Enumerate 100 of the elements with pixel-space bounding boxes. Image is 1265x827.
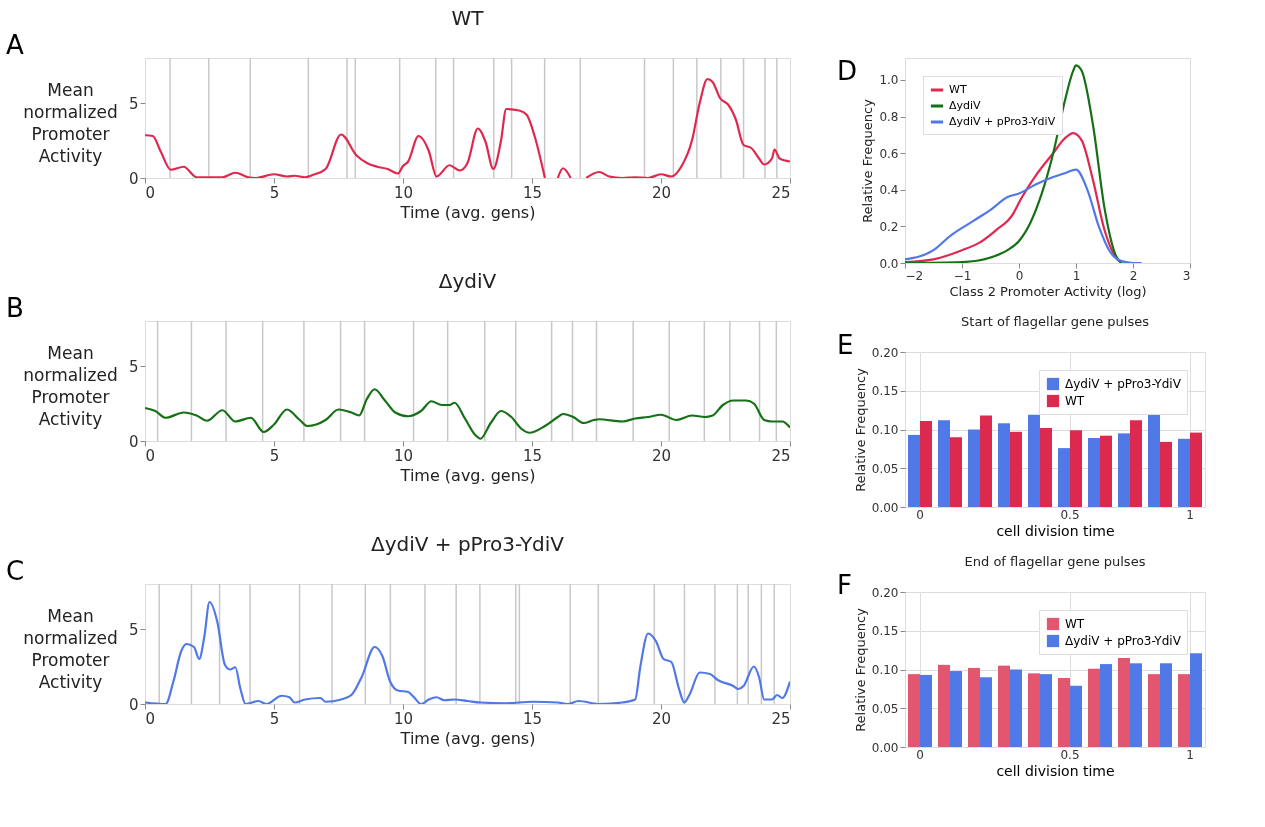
legend-label: ΔydiV + pPro3-YdiV [1065,377,1182,391]
bar [1028,414,1040,507]
text: B [6,293,24,323]
bar [950,437,962,507]
y-tick-label: 0.20 [871,345,899,360]
y-tick-label: 0.8 [879,110,899,125]
y-tick-label: 5 [128,357,139,376]
y-tick-label: 0.4 [879,183,899,198]
y-tick-label: 0.15 [871,624,899,639]
y-axis-title: Mean normalized Promoter Activity [23,79,118,166]
y-tick-label: 0 [128,695,139,714]
bar [938,420,950,507]
legend-label: WT [1065,394,1085,408]
bar [1190,432,1202,507]
x-tick-label: 10 [393,183,414,202]
x-axis-title: cell division time [996,522,1115,539]
bar [1010,431,1022,507]
x-tick-label: 20 [651,709,672,728]
x-tick-label: 0 [916,747,924,762]
x-tick-label: 10 [393,709,414,728]
bar [1178,674,1190,747]
y-tick-label: 5 [128,620,139,639]
text: F [837,570,852,600]
x-tick-label: 15 [522,709,543,728]
y-tick-label: 5 [128,94,139,113]
bar [920,674,932,747]
legend-label: ΔydiV + pPro3-YdiV [1065,634,1182,648]
x-tick-label: 0 [916,507,924,522]
x-tick-label: 0.5 [1060,747,1080,762]
y-tick-label: 0.05 [871,701,899,716]
y-tick-label: 0.15 [871,384,899,399]
chart-title: ΔydiV + pPro3-YdiV [370,532,565,556]
x-axis-title: Class 2 Promoter Activity (log) [949,283,1147,299]
x-tick-label: 0 [145,446,156,465]
bar [1070,685,1082,747]
x-tick-label: 5 [269,183,280,202]
text: C [6,556,25,586]
x-tick-label: 1 [1186,747,1194,762]
chart-title: WT [451,6,485,30]
bar [998,665,1010,747]
bar [1040,427,1052,507]
bar [1028,673,1040,747]
bar [1058,448,1070,507]
bar [908,434,920,507]
bar [1118,433,1130,507]
text: D [837,56,858,86]
line-series [905,64,1123,263]
line-series [145,388,790,440]
y-tick-label: 0.0 [879,256,899,271]
bar [1100,664,1112,747]
bar [920,420,932,507]
bar [980,415,992,507]
x-tick-label: 15 [522,183,543,202]
text: E [837,330,854,360]
bar [1130,420,1142,507]
x-axis-title: Time (avg. gens) [399,465,536,485]
x-tick-label: 20 [651,183,672,202]
y-tick-label: 1.0 [879,73,899,88]
bar [908,674,920,747]
y-tick-label: 0.10 [871,423,899,437]
y-axis-title: Relative Frequency [852,367,868,492]
bar [1190,653,1202,747]
chart-title: Start of flagellar gene pulses [961,314,1150,329]
text: A [6,30,24,60]
bar [1058,678,1070,747]
x-tick-label: 20 [651,446,672,465]
x-tick-label: 25 [771,709,791,728]
bar [1118,657,1130,747]
y-tick-label: 0.00 [871,500,899,515]
y-tick-label: 0.10 [871,663,899,677]
y-tick-label: 0.05 [871,461,899,476]
bar [1160,441,1172,507]
bar [1088,438,1100,507]
x-tick-label: 15 [522,446,543,465]
x-tick-label: 1 [1186,507,1194,522]
legend-label: WT [949,83,967,96]
bar [1088,668,1100,747]
x-tick-label: 5 [269,709,280,728]
bar [1160,663,1172,747]
x-tick-label: 0.5 [1060,507,1080,522]
x-tick-label: 0 [145,709,156,728]
line-series [145,600,790,704]
bar [968,667,980,747]
y-axis-title: Mean normalized Promoter Activity [23,605,118,692]
y-tick-label: 0.20 [871,585,899,600]
bar [1148,414,1160,507]
legend-label: ΔydiV [949,99,982,112]
bar [1040,674,1052,747]
x-tick-label: 3 [1182,268,1191,283]
y-axis-title: Relative Frequency [852,607,868,732]
line-series [905,168,1143,263]
bar [998,423,1010,507]
y-tick-label: 0.6 [879,146,899,161]
legend-label: ΔydiV + pPro3-YdiV [949,115,1056,128]
bar [1178,438,1190,507]
bar [980,677,992,747]
x-tick-label: 25 [771,446,791,465]
x-axis-title: cell division time [996,762,1115,779]
y-axis-title: Mean normalized Promoter Activity [23,342,118,429]
x-tick-label: −2 [905,268,924,283]
